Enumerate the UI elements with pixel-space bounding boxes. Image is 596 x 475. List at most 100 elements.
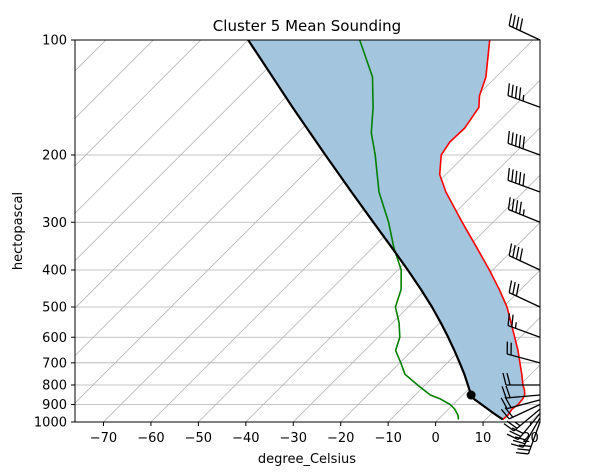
barb-feather <box>507 83 510 96</box>
plot-area <box>0 40 540 422</box>
x-tick-label: 10 <box>475 431 492 446</box>
x-tick-label: −60 <box>137 431 164 446</box>
isotherm-line <box>75 40 249 214</box>
barb-feather <box>502 372 507 386</box>
cape-shading <box>248 40 525 420</box>
barb-staff <box>506 353 541 364</box>
wind-barbs <box>500 13 541 455</box>
barb-half-feather <box>522 94 525 102</box>
y-tick-label: 200 <box>42 148 67 163</box>
barb-feather <box>501 386 507 399</box>
barb-feather <box>515 16 520 30</box>
barb-feather <box>518 444 532 448</box>
barb-feather <box>511 169 514 182</box>
x-tick-label: −20 <box>327 431 354 446</box>
x-axis-label: degree_Celsius <box>258 452 356 467</box>
barb-staff <box>507 179 541 193</box>
wind-barb <box>507 83 541 108</box>
wind-barb <box>508 13 541 41</box>
barb-feather <box>503 423 515 432</box>
dewpoint-line <box>358 40 460 420</box>
barb-feather <box>506 372 511 386</box>
x-tick-label: −30 <box>280 431 307 446</box>
isotherm-line <box>75 40 296 262</box>
isotherm-line <box>340 222 540 422</box>
barb-feather <box>511 132 514 145</box>
barb-staff <box>506 399 541 410</box>
barb-staff <box>508 255 541 271</box>
barb-staff <box>508 208 541 223</box>
wind-barb <box>501 385 541 399</box>
barb-feather <box>506 433 519 441</box>
barb-feather <box>504 396 512 408</box>
barb-feather <box>518 172 522 185</box>
wind-barb <box>503 408 541 432</box>
isotherm-line <box>75 40 344 309</box>
y-tick-label: 600 <box>42 331 67 346</box>
barb-feather <box>507 313 510 326</box>
wind-barb <box>507 197 541 223</box>
barb-feather <box>512 15 516 28</box>
barb-feather <box>519 18 524 31</box>
barb-feather <box>511 84 514 98</box>
barb-staff <box>527 421 541 455</box>
wind-barb <box>508 243 541 271</box>
barb-feather <box>518 201 522 215</box>
wind-barb <box>500 396 541 410</box>
y-tick-label: 400 <box>42 263 67 278</box>
barb-feather <box>508 13 513 26</box>
isotherm-line <box>387 269 540 422</box>
barb-feather <box>517 448 530 451</box>
y-tick-label: 700 <box>42 356 67 371</box>
barb-half-feather <box>522 209 525 216</box>
isotherm-line <box>0 40 11 422</box>
barb-staff <box>507 95 541 108</box>
barb-feather <box>510 443 524 448</box>
y-tick-label: 300 <box>42 216 67 231</box>
isotherm-line <box>292 174 540 422</box>
chart-title: Cluster 5 Mean Sounding <box>213 17 401 35</box>
barb-feather <box>511 314 514 328</box>
lcl-marker <box>466 390 476 400</box>
barb-staff <box>507 142 541 156</box>
barb-feather <box>507 197 511 210</box>
wind-barb <box>500 403 541 420</box>
y-tick-label: 900 <box>42 398 67 413</box>
isotherm-line <box>75 40 154 119</box>
barb-feather <box>506 420 518 429</box>
barb-half-feather <box>514 322 517 329</box>
barb-feather <box>514 436 528 441</box>
barb-feather <box>514 86 518 99</box>
barb-staff <box>517 413 541 440</box>
barb-feather <box>509 430 522 438</box>
barb-feather <box>522 136 526 149</box>
wind-barb <box>516 421 541 455</box>
wind-barb <box>507 313 541 338</box>
barb-feather <box>522 173 526 186</box>
barb-feather <box>511 198 515 212</box>
barb-staff <box>508 403 541 420</box>
barb-feather <box>514 133 518 147</box>
temperature-line <box>438 40 526 421</box>
barb-feather <box>515 246 520 260</box>
wind-barb <box>502 372 540 386</box>
plot-frame <box>74 39 541 423</box>
wind-barb <box>510 417 541 448</box>
barb-feather <box>515 200 519 213</box>
wind-barb <box>507 168 541 193</box>
y-tick-label: 100 <box>42 34 67 49</box>
barb-feather <box>516 452 529 455</box>
y-tick-label: 500 <box>42 301 67 316</box>
barb-feather <box>519 248 524 261</box>
x-tick-label: −40 <box>232 431 259 446</box>
barb-staff <box>508 292 541 308</box>
barb-feather <box>508 243 513 256</box>
barb-feather <box>512 439 526 445</box>
barb-feather <box>515 283 520 297</box>
x-tick-label: −10 <box>374 431 401 446</box>
wind-barb <box>507 130 541 156</box>
barb-staff <box>508 25 541 41</box>
barb-feather <box>518 135 522 148</box>
